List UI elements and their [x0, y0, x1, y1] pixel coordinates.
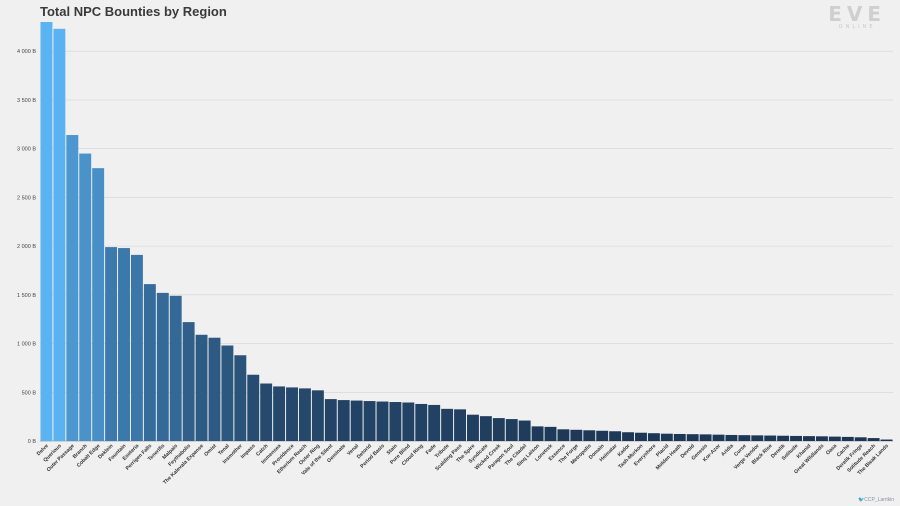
bar — [622, 432, 635, 441]
y-tick-label: 0 B — [28, 439, 37, 445]
bar — [531, 426, 544, 441]
credit-handle: CCP_Larrikin — [864, 497, 894, 503]
y-axis-ticks: 0 B 500 B 1 000 B 1 500 B 2 000 B 2 500 B 3 00… — [17, 49, 36, 445]
bar — [867, 438, 880, 441]
bar — [156, 292, 169, 441]
bar — [777, 435, 790, 441]
x-tick-label: Omist — [203, 443, 218, 458]
bar — [492, 418, 505, 441]
bar — [221, 345, 234, 441]
bar — [686, 434, 699, 441]
bar — [699, 434, 712, 441]
y-tick-label: 4 000 B — [17, 49, 36, 55]
eve-online-logo: EVE ONLINE — [828, 2, 886, 30]
y-tick-label: 3 500 B — [17, 98, 36, 104]
x-tick-label: Aridia — [720, 443, 735, 458]
bar — [557, 429, 570, 441]
logo-sub-text: ONLINE — [838, 24, 876, 30]
bar — [454, 409, 466, 441]
bar — [764, 435, 777, 441]
bar — [260, 383, 273, 441]
bar — [311, 390, 324, 441]
y-tick-label: 2 000 B — [17, 244, 36, 250]
y-tick-label: 2 500 B — [17, 195, 36, 201]
chart-title: Total NPC Bounties by Region — [40, 4, 227, 19]
bar — [286, 387, 298, 441]
bar — [234, 355, 247, 441]
credit-text: 🐦CCP_Larrikin — [858, 497, 894, 503]
bar — [479, 416, 492, 441]
bar — [169, 295, 182, 441]
bar — [415, 403, 428, 441]
bar — [273, 386, 286, 441]
y-tick-label: 1 000 B — [17, 342, 36, 348]
bar — [376, 401, 389, 441]
bar — [673, 433, 686, 441]
bar — [337, 400, 350, 441]
twitter-icon: 🐦 — [858, 497, 865, 503]
bar — [544, 426, 557, 441]
logo-main-text: EVE — [828, 2, 886, 26]
bar — [66, 135, 79, 441]
bar — [324, 399, 337, 441]
bar — [79, 153, 92, 441]
bar — [402, 402, 415, 441]
bar — [143, 284, 156, 441]
bar — [441, 408, 454, 441]
bar — [118, 248, 130, 441]
grid-lines — [40, 50, 893, 442]
bar — [880, 439, 893, 441]
y-tick-label: 1 500 B — [17, 293, 36, 299]
bar — [841, 436, 854, 441]
bar — [647, 433, 660, 441]
bar — [635, 432, 647, 441]
bar — [725, 434, 738, 441]
bar — [570, 429, 583, 441]
bar — [609, 431, 622, 441]
bar — [467, 414, 479, 441]
bars — [40, 22, 893, 442]
bar — [208, 337, 221, 441]
bar — [350, 400, 363, 441]
bar — [751, 435, 764, 441]
bar — [389, 402, 402, 441]
bar — [803, 436, 815, 441]
bar — [182, 322, 195, 441]
bar — [428, 404, 441, 441]
bar — [738, 435, 751, 441]
bar — [790, 435, 803, 441]
bar — [815, 436, 828, 441]
bar — [130, 254, 143, 441]
bar — [828, 436, 841, 441]
bar — [247, 374, 260, 441]
bar — [105, 247, 118, 441]
bar — [660, 433, 673, 441]
bar — [195, 334, 208, 441]
bar — [505, 419, 518, 441]
bar — [363, 401, 376, 441]
bar — [53, 28, 66, 442]
y-tick-label: 3 000 B — [17, 147, 36, 153]
y-tick-label: 500 B — [22, 390, 37, 396]
bar — [518, 420, 531, 441]
bar — [583, 430, 596, 441]
bar — [92, 168, 105, 442]
bar — [854, 437, 867, 441]
bar — [712, 434, 725, 441]
bar — [40, 22, 53, 441]
bar — [298, 388, 311, 441]
x-tick-label: Impass — [240, 443, 257, 460]
bar — [596, 430, 609, 441]
